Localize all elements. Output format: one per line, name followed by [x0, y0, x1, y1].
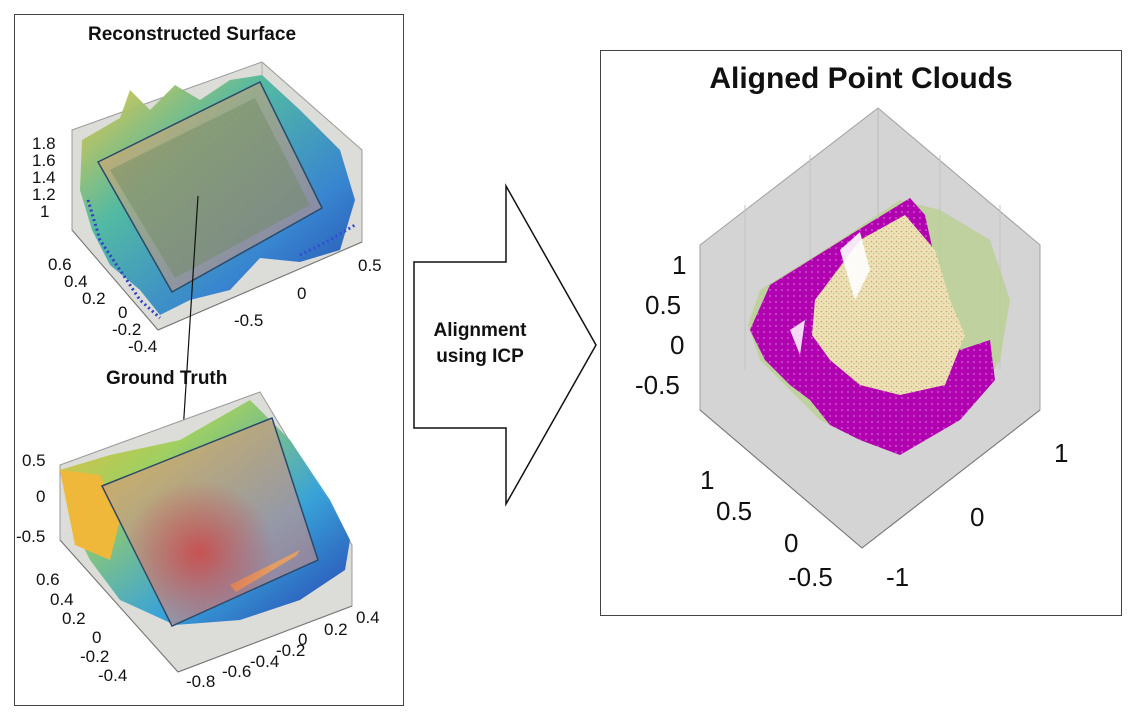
tick-label: 0 [784, 528, 799, 558]
tick-label: -0.6 [222, 662, 252, 681]
tick-label: 0.4 [356, 608, 380, 627]
aligned-point-cloud [748, 198, 1010, 455]
tick-label: 1 [700, 465, 715, 495]
icp-label-line2: using ICP [436, 346, 524, 367]
tick-label: 1.2 [32, 185, 56, 204]
tick-label: -0.4 [128, 337, 158, 356]
aligned-point-clouds-title: Aligned Point Clouds [709, 62, 1013, 95]
tick-label: -0.2 [112, 320, 142, 339]
tick-label: 0 [92, 628, 102, 647]
tick-label: -0.5 [635, 370, 680, 400]
tick-label: 0.4 [50, 590, 74, 609]
tick-label: -0.2 [80, 647, 110, 666]
tick-label: -0.2 [276, 641, 306, 660]
tick-label: 0.5 [645, 290, 682, 320]
tick-label: 0.6 [48, 255, 72, 274]
tick-label: 0.6 [36, 570, 60, 589]
tick-label: 0.5 [358, 256, 382, 275]
tick-label: 0 [298, 630, 308, 649]
tick-label: 0 [297, 284, 307, 303]
tick-label: 0.4 [64, 272, 88, 291]
icp-arrow-label: Alignment using ICP [420, 318, 540, 370]
tick-label: 0.2 [62, 609, 86, 628]
tick-label: 1.8 [32, 134, 56, 153]
tick-label: -0.8 [186, 672, 216, 691]
tick-label: 1.6 [32, 151, 56, 170]
tick-label: 0.5 [22, 451, 46, 470]
tick-label: 1 [672, 250, 687, 280]
icp-label-line1: Alignment [433, 320, 527, 341]
ground-truth-title: Ground Truth [106, 368, 228, 389]
ground-truth-overlay-plane [100, 417, 319, 627]
reconstructed-overlay-plane [96, 80, 323, 294]
right-figure-panel [600, 50, 1122, 616]
tick-label: 0 [970, 502, 985, 532]
tick-label: -0.4 [250, 652, 280, 671]
tick-label: 1 [1054, 438, 1069, 468]
tick-label: -0.5 [788, 562, 833, 592]
tick-label: 0 [36, 487, 46, 506]
tick-label: -0.4 [98, 666, 128, 685]
tick-label: 1 [40, 202, 50, 221]
tick-label: 0.2 [82, 289, 106, 308]
tick-label: 0 [118, 303, 128, 322]
icp-arrow-shape [413, 183, 597, 507]
tick-label: 0.5 [716, 496, 753, 526]
reconstructed-surface-title: Reconstructed Surface [88, 24, 297, 45]
tick-label: -0.5 [234, 311, 264, 330]
tick-label: -1 [886, 562, 910, 592]
tick-label: 0.2 [324, 620, 348, 639]
tick-label: 1.4 [32, 168, 56, 187]
tick-label: -0.5 [16, 527, 46, 546]
tick-label: 0 [670, 330, 685, 360]
